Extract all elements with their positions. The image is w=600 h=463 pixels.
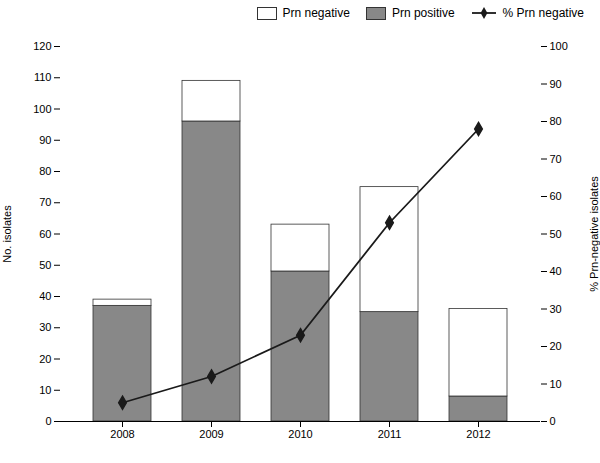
svg-text:60: 60 bbox=[550, 190, 562, 202]
html-text:Prn negative: Prn negative bbox=[282, 6, 350, 20]
svg-text:2011: 2011 bbox=[378, 428, 402, 440]
html-text:Prn positive: Prn positive bbox=[391, 6, 455, 20]
svg-text:50: 50 bbox=[550, 228, 562, 240]
svg-text:2008: 2008 bbox=[110, 428, 134, 440]
svg-text:70: 70 bbox=[39, 196, 51, 208]
svg-text:90: 90 bbox=[39, 134, 51, 146]
svg-text:50: 50 bbox=[39, 259, 51, 271]
svg-text:20: 20 bbox=[39, 353, 51, 365]
svg-text:20: 20 bbox=[550, 340, 562, 352]
svg-text:100: 100 bbox=[33, 103, 51, 115]
svg-text:0: 0 bbox=[550, 415, 556, 427]
svg-text:40: 40 bbox=[39, 290, 51, 302]
svg-text:30: 30 bbox=[39, 321, 51, 333]
svg-text:110: 110 bbox=[34, 71, 52, 83]
svg-text:2010: 2010 bbox=[288, 428, 312, 440]
svg-text:No. isolates: No. isolates bbox=[1, 205, 13, 263]
svg-text:0: 0 bbox=[45, 415, 51, 427]
html-text:% Prn negative: % Prn negative bbox=[502, 6, 584, 20]
svg-text:60: 60 bbox=[39, 228, 51, 240]
svg-text:% Prn-negative isolates: % Prn-negative isolates bbox=[588, 176, 600, 292]
svg-text:2012: 2012 bbox=[466, 428, 490, 440]
svg-text:70: 70 bbox=[550, 153, 562, 165]
svg-text:80: 80 bbox=[550, 115, 562, 127]
svg-text:30: 30 bbox=[550, 303, 562, 315]
svg-text:10: 10 bbox=[39, 384, 51, 396]
svg-text:80: 80 bbox=[39, 165, 51, 177]
svg-text:120: 120 bbox=[33, 40, 51, 52]
svg-text:40: 40 bbox=[550, 265, 562, 277]
svg-text:10: 10 bbox=[550, 378, 562, 390]
svg-text:90: 90 bbox=[550, 78, 562, 90]
svg-text:2009: 2009 bbox=[199, 428, 223, 440]
svg-text:100: 100 bbox=[550, 40, 568, 52]
